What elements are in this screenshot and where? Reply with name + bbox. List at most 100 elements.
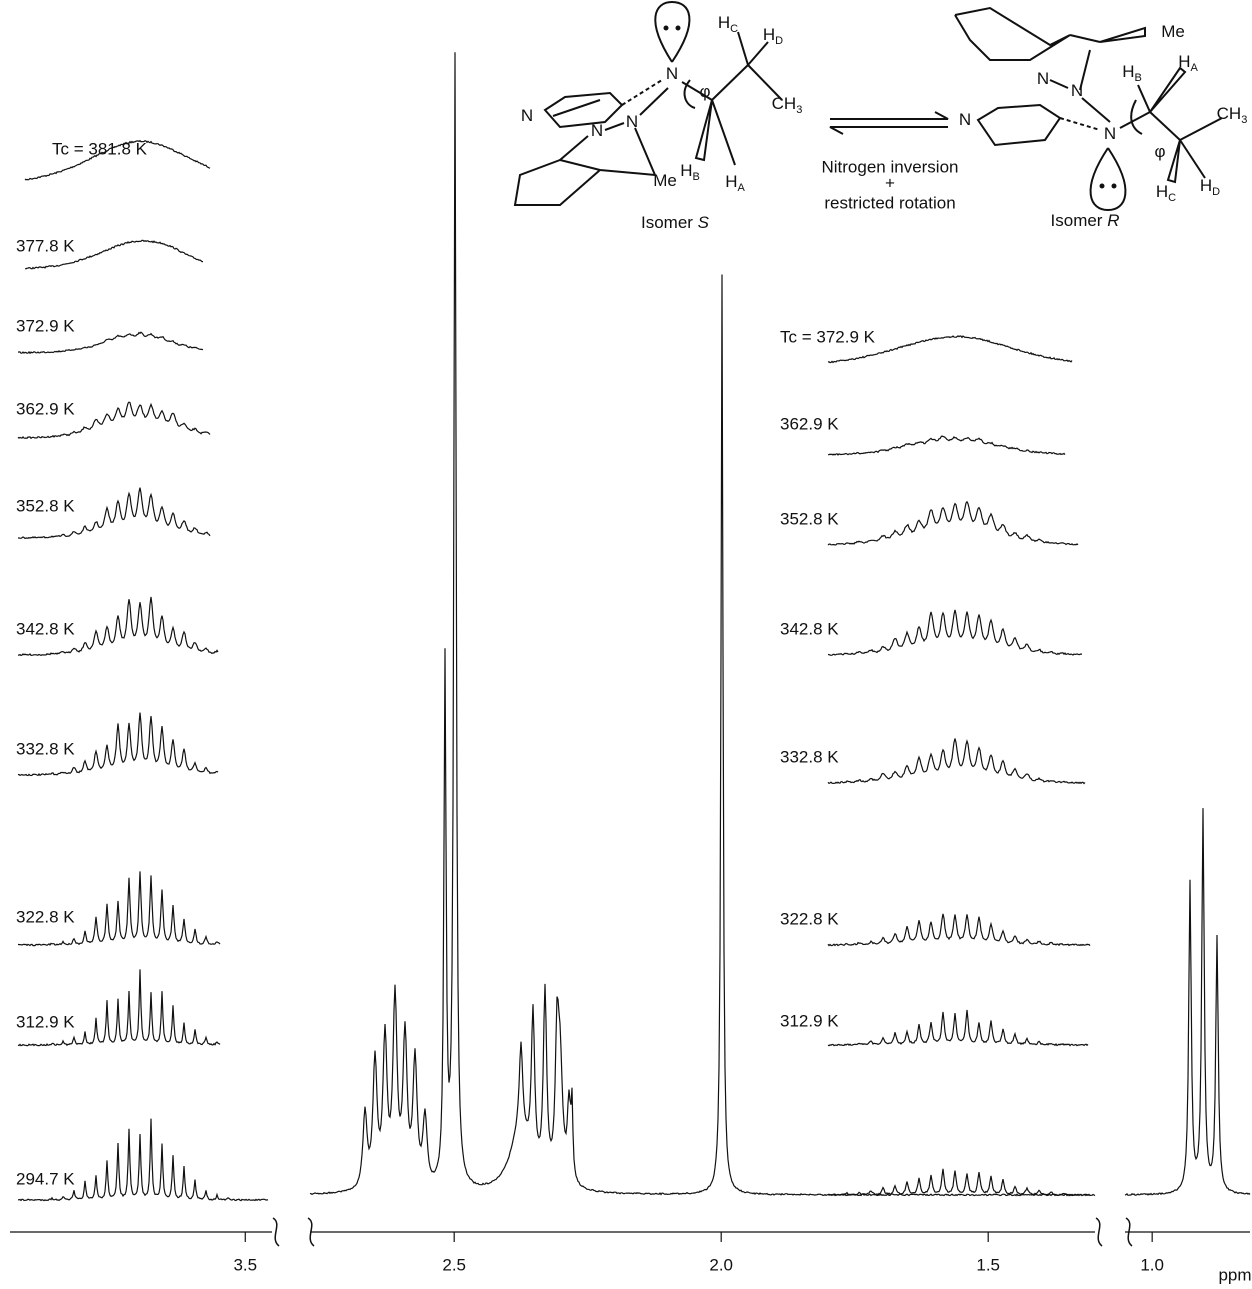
temperature-label: Tc = 372.9 K	[780, 327, 876, 346]
bond	[1069, 34, 1101, 43]
atom-symbol: H	[680, 161, 692, 180]
atom-subscript: C	[730, 23, 738, 35]
wedge	[1166, 139, 1181, 184]
atom-symbol: H	[1178, 52, 1190, 71]
atom-subscript: D	[775, 35, 783, 47]
spectrum-trace	[17, 401, 211, 440]
axis-break	[1095, 1217, 1103, 1247]
electron	[1099, 183, 1105, 189]
atom-label: φ	[1154, 142, 1165, 161]
atom-symbol: Me	[1161, 22, 1185, 41]
temperature-label: 322.8 K	[780, 909, 839, 928]
spectrum-trace	[17, 712, 219, 777]
atom-label: HD	[763, 25, 783, 46]
bond	[1179, 139, 1206, 179]
spectrum-trace	[17, 871, 221, 947]
bond	[747, 64, 783, 101]
atom-label: N	[591, 121, 603, 140]
atom-label: N	[521, 106, 533, 125]
spectrum-trace	[827, 1009, 1089, 1047]
temperature-label: 294.7 K	[16, 1169, 75, 1188]
spectrum-trace	[828, 1168, 1091, 1197]
atom-label: Me	[653, 171, 677, 190]
spectrum-trace	[827, 913, 1091, 947]
rotation-arrow	[683, 79, 696, 109]
atom-label: HD	[1200, 176, 1220, 197]
electron	[1111, 183, 1117, 189]
bond	[1119, 111, 1151, 129]
electron	[663, 25, 669, 31]
lone-pair	[654, 0, 691, 63]
atom-symbol: H	[1156, 182, 1168, 201]
pyrazole	[557, 127, 657, 177]
temperature-label: 342.8 K	[780, 619, 839, 638]
tick-label: 1.0	[1140, 1255, 1164, 1274]
atom-label: N	[1104, 124, 1116, 143]
temperature-label: 352.8 K	[780, 509, 839, 528]
lone-pair	[1089, 147, 1127, 212]
atom-symbol: N	[959, 110, 971, 129]
atom-label: HA	[1178, 52, 1198, 73]
atom-label: Me	[1161, 22, 1185, 41]
pyridine-ring	[976, 103, 1062, 147]
arrow-back	[829, 126, 948, 135]
temperature-label: 332.8 K	[780, 747, 839, 766]
temperature-label: 372.9 K	[16, 316, 75, 335]
atom-symbol: φ	[1154, 142, 1165, 161]
bond	[1179, 117, 1223, 141]
atom-label: CH3	[1217, 104, 1248, 125]
atom-symbol: H	[1200, 176, 1212, 195]
arrow-text: restricted rotation	[824, 193, 955, 212]
axis-break	[307, 1217, 315, 1247]
tick-label: 1.5	[976, 1255, 1000, 1274]
atom-symbol: N	[666, 64, 678, 83]
bond	[1137, 84, 1151, 113]
spectrum-trace	[24, 139, 211, 181]
bond	[1049, 79, 1069, 89]
atom-subscript: 3	[1241, 114, 1247, 126]
temperature-label: 352.8 K	[16, 496, 75, 515]
atom-label: N	[666, 64, 678, 83]
bond	[552, 99, 601, 117]
bond	[1149, 111, 1181, 141]
atom-symbol: CH	[1217, 104, 1242, 123]
isomer-word: Isomer	[1051, 211, 1108, 230]
atom-subscript: B	[692, 171, 699, 183]
temperature-label: 362.9 K	[780, 414, 839, 433]
temperature-label: 322.8 K	[16, 907, 75, 926]
bond	[1079, 49, 1091, 91]
atom-symbol: CH	[772, 94, 797, 113]
bond	[604, 122, 625, 131]
atom-symbol: N	[521, 106, 533, 125]
atom-subscript: B	[1134, 72, 1141, 84]
tick-label: 2.0	[709, 1255, 733, 1274]
axis-break	[272, 1217, 280, 1247]
temperature-label: 332.8 K	[16, 739, 75, 758]
isomer-letter: R	[1107, 211, 1119, 230]
axis-break	[1125, 1217, 1133, 1247]
axis-unit: ppm	[1218, 1265, 1251, 1284]
atom-label: HB	[680, 161, 700, 182]
spectrum-trace	[827, 500, 1079, 546]
spectrum-trace	[1124, 808, 1251, 1196]
atom-symbol: H	[763, 25, 775, 44]
atom-subscript: D	[1212, 186, 1220, 198]
atom-label: N	[1071, 81, 1083, 100]
tick-label: 2.5	[442, 1255, 466, 1274]
spectrum-trace	[18, 596, 219, 657]
atom-label: φ	[699, 82, 710, 101]
bond	[747, 41, 769, 66]
atom-symbol: φ	[699, 82, 710, 101]
spectrum-trace	[18, 487, 211, 540]
atom-symbol: N	[1104, 124, 1116, 143]
atom-label: HC	[718, 13, 738, 34]
isomer-r-label: Isomer R	[1051, 211, 1120, 230]
bond	[711, 99, 736, 166]
atom-label: HB	[1122, 62, 1142, 83]
spectrum-trace	[17, 969, 221, 1047]
bond	[1059, 117, 1101, 131]
spectrum-trace	[827, 738, 1086, 785]
isomer-s-label: Isomer S	[641, 213, 710, 232]
atom-label: N	[959, 110, 971, 129]
